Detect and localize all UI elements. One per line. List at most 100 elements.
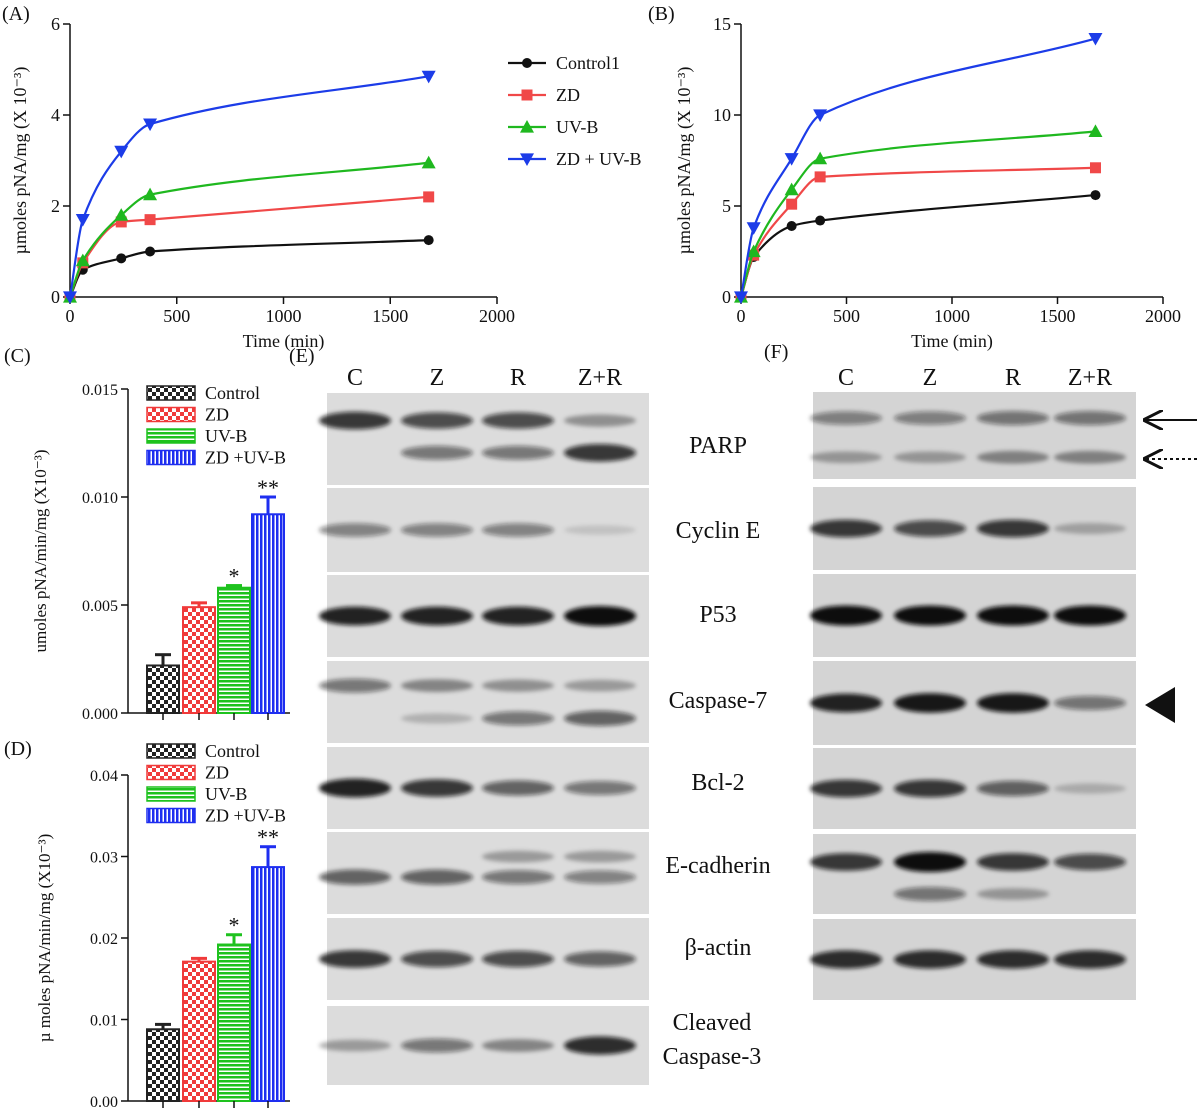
legend-label: ZD (205, 405, 229, 425)
blot-band (1054, 783, 1126, 794)
blot-band (810, 451, 882, 464)
row-label: Caspase-3 (663, 1044, 762, 1070)
x-tick-label: 1000 (266, 306, 302, 326)
legend-label: UV-B (205, 426, 247, 446)
blot-band (482, 606, 554, 626)
point (115, 216, 127, 228)
point (813, 109, 828, 122)
y-axis-label: µmoles pNA/mg (X 10⁻³) (674, 67, 695, 255)
point (1088, 124, 1103, 137)
blot-band (564, 606, 636, 626)
blot-band (810, 693, 882, 713)
point (75, 253, 90, 267)
blot-band (894, 520, 966, 537)
lane-label: Z (430, 365, 445, 391)
legend-label: Control (205, 383, 260, 403)
blot-band (401, 679, 473, 692)
blot-band (564, 525, 636, 535)
y-tick-label: 4 (51, 105, 60, 125)
point (423, 235, 434, 246)
blot-band (401, 445, 473, 460)
point (114, 145, 129, 159)
legend-swatch (146, 807, 196, 824)
significance: ** (257, 475, 279, 500)
point (421, 155, 436, 169)
blot-band (894, 693, 966, 713)
y-tick-label: 0.010 (82, 490, 118, 507)
y-axis-label: µmoles pNA/mg (X 10⁻³) (10, 67, 31, 255)
lane-label: R (1005, 365, 1021, 391)
bar (217, 586, 251, 714)
lane-label: Z (923, 365, 938, 391)
blot-band (1054, 950, 1126, 969)
y-tick-label: 0.02 (90, 931, 118, 948)
blot-band (894, 411, 966, 425)
blot-band (810, 605, 882, 626)
legend-label: ZD + UV-B (556, 149, 642, 169)
bar (217, 943, 251, 1103)
blot-band (401, 869, 473, 885)
row-label: P53 (699, 602, 736, 628)
legend-label: UV-B (556, 117, 598, 137)
blot-band (977, 853, 1049, 871)
blot-band (482, 679, 554, 692)
blot-band (482, 445, 554, 460)
point (145, 246, 156, 257)
blot-band (1054, 853, 1126, 871)
blot-band (319, 778, 391, 798)
legend-label: Control1 (556, 53, 620, 73)
point (522, 58, 532, 68)
x-tick-label: 2000 (1145, 306, 1181, 326)
legend-label: UV-B (205, 784, 247, 804)
bar (146, 1028, 180, 1103)
bar (146, 664, 180, 714)
blot-band (564, 1036, 636, 1055)
blot-band (894, 887, 966, 901)
blot-band (977, 519, 1049, 538)
y-tick-label: 10 (713, 105, 731, 125)
row-label: Bcl-2 (691, 770, 744, 796)
panel-label: (F) (764, 341, 788, 363)
blot-band (977, 693, 1049, 713)
point (814, 171, 826, 183)
y-tick-label: 0.005 (82, 598, 118, 615)
fit-curve (739, 37, 1096, 298)
blot-band (482, 870, 554, 885)
y-tick-label: 5 (722, 196, 731, 216)
blot-band (319, 523, 391, 537)
point (143, 187, 158, 201)
bar (251, 513, 285, 715)
blot-band (401, 606, 473, 626)
blot-band (482, 780, 554, 796)
point (114, 208, 129, 221)
row-label: E-cadherin (665, 853, 770, 879)
blot-band (319, 606, 391, 626)
blot-strip (327, 661, 649, 743)
point (784, 153, 799, 166)
x-tick-label: 1000 (934, 306, 970, 326)
point (734, 291, 748, 304)
bar (182, 606, 216, 714)
point (520, 120, 534, 133)
blot-band (401, 412, 473, 429)
blot-band (564, 414, 636, 427)
blot-band (564, 781, 636, 795)
legend-swatch (146, 449, 196, 466)
blot-band (1054, 523, 1126, 534)
blot-band (977, 950, 1049, 969)
blot-band (894, 950, 966, 969)
blot-band (319, 950, 391, 968)
blot-band (810, 519, 882, 538)
lane-label: C (347, 365, 363, 391)
significance: * (229, 564, 240, 589)
blot-band (319, 869, 391, 885)
y-tick-label: 0 (722, 287, 731, 307)
blot-band (1054, 605, 1126, 626)
x-tick-label: 1500 (372, 306, 408, 326)
blot-band (401, 523, 473, 537)
blot-band (319, 678, 391, 693)
blot-band (810, 779, 882, 798)
y-tick-label: 0.04 (90, 768, 118, 785)
point (813, 151, 828, 165)
x-tick-label: 500 (163, 306, 190, 326)
